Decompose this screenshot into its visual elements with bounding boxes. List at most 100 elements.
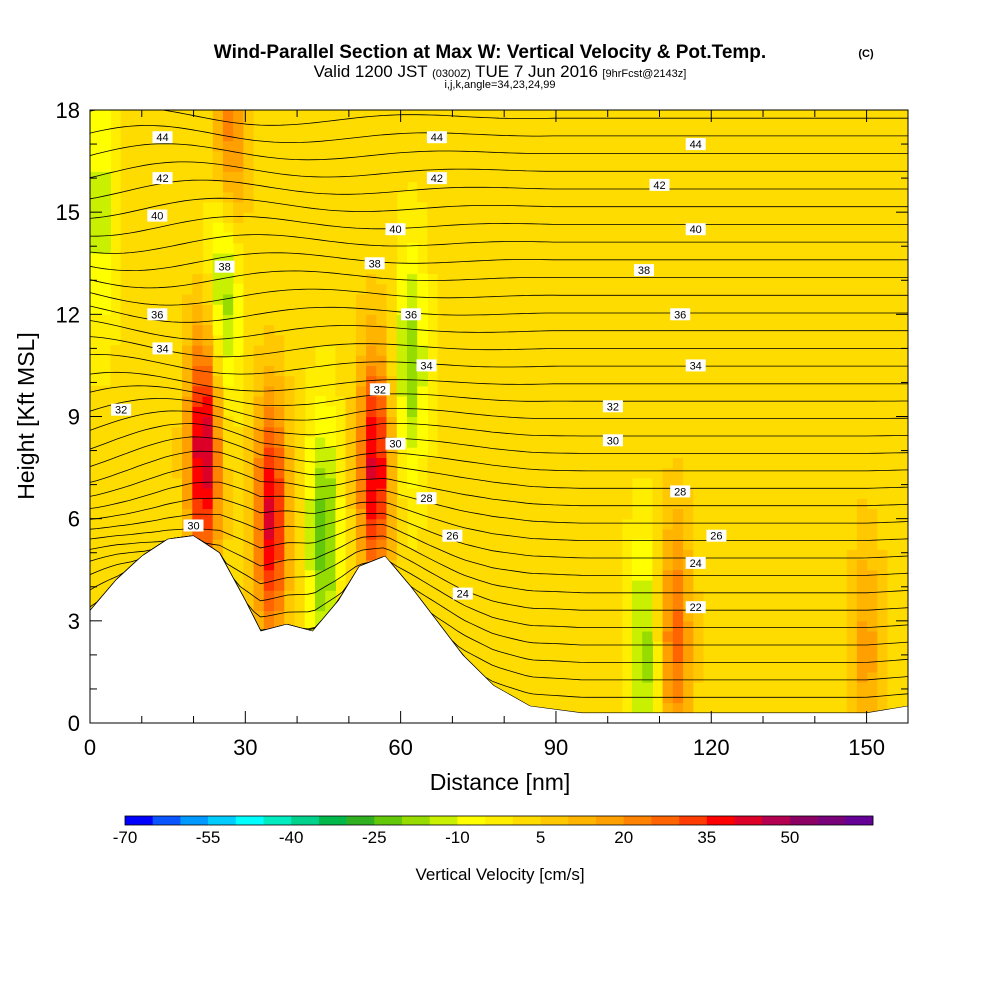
velocity-cell — [335, 375, 347, 387]
velocity-cell — [754, 324, 766, 336]
velocity-cell — [468, 171, 480, 183]
velocity-cell — [805, 365, 817, 377]
velocity-cell — [509, 161, 520, 172]
velocity-cell — [120, 212, 132, 223]
velocity-cell — [294, 385, 306, 397]
velocity-cell — [631, 651, 643, 663]
velocity-cell — [468, 620, 480, 632]
velocity-cell — [887, 457, 899, 469]
velocity-cell — [744, 580, 756, 591]
velocity-cell — [468, 641, 480, 653]
velocity-cell — [151, 457, 163, 469]
velocity-cell — [345, 467, 357, 479]
velocity-cell — [846, 273, 858, 285]
velocity-cell — [509, 467, 520, 479]
velocity-cell — [130, 242, 142, 254]
velocity-cell — [816, 518, 827, 530]
velocity-cell — [662, 426, 674, 438]
velocity-cell — [478, 232, 490, 244]
velocity-cell — [447, 161, 459, 172]
velocity-cell — [519, 283, 531, 295]
velocity-cell — [764, 508, 776, 520]
velocity-cell — [601, 477, 613, 489]
velocity-cell — [488, 477, 500, 489]
velocity-cell — [662, 620, 674, 632]
colorbar-frame — [124, 815, 874, 826]
velocity-cell — [683, 253, 694, 264]
velocity-cell — [90, 488, 101, 499]
velocity-cell — [458, 263, 469, 275]
velocity-cell — [539, 365, 551, 377]
velocity-cell — [100, 212, 111, 223]
velocity-cell — [274, 110, 285, 121]
velocity-cell — [877, 334, 889, 346]
velocity-cell — [601, 202, 613, 213]
velocity-cell — [867, 559, 878, 571]
velocity-cell — [386, 426, 398, 438]
velocity-cell — [212, 232, 224, 244]
contour-label-box — [602, 400, 623, 413]
chart-indices: i,j,k,angle=34,23,24,99 — [444, 79, 555, 91]
velocity-cell — [662, 477, 674, 489]
velocity-cell — [550, 539, 561, 550]
velocity-cell — [897, 477, 908, 489]
velocity-cell — [775, 498, 786, 509]
velocity-cell — [693, 191, 705, 203]
velocity-cell — [591, 539, 602, 550]
velocity-cell — [652, 314, 664, 326]
velocity-cell — [130, 191, 142, 203]
velocity-cell — [130, 232, 142, 244]
velocity-cell — [539, 283, 551, 295]
velocity-cell — [856, 549, 868, 561]
velocity-cell — [355, 314, 367, 326]
velocity-cell — [539, 559, 551, 571]
velocity-cell — [366, 416, 377, 428]
velocity-cell — [182, 304, 193, 315]
velocity-cell — [171, 477, 183, 489]
velocity-cell — [427, 242, 439, 254]
velocity-cell — [805, 273, 817, 285]
velocity-cell — [580, 355, 592, 366]
isentrope-line — [90, 535, 908, 611]
velocity-cell — [570, 549, 582, 561]
velocity-cell — [754, 202, 766, 213]
velocity-cell — [529, 590, 541, 601]
velocity-cell — [642, 661, 653, 673]
velocity-cell — [294, 222, 306, 234]
velocity-cell — [662, 150, 674, 162]
velocity-cell — [376, 283, 388, 295]
velocity-cell — [243, 406, 255, 418]
velocity-cell — [182, 140, 193, 152]
velocity-cell — [570, 631, 582, 642]
velocity-cell — [437, 242, 449, 254]
velocity-cell — [816, 457, 827, 469]
velocity-cell — [130, 253, 142, 264]
velocity-cell — [754, 293, 766, 305]
velocity-cell — [662, 416, 674, 428]
velocity-cell — [325, 549, 336, 561]
velocity-cell — [693, 436, 705, 448]
velocity-cell — [662, 120, 674, 131]
velocity-cell — [580, 692, 592, 704]
velocity-cell — [867, 202, 878, 213]
velocity-cell — [580, 549, 592, 561]
velocity-cell — [652, 161, 664, 172]
velocity-cell — [662, 549, 674, 561]
velocity-cell — [171, 457, 183, 469]
velocity-cell — [488, 202, 500, 213]
velocity-cell — [826, 692, 837, 704]
velocity-cell — [662, 202, 674, 213]
velocity-cell — [846, 222, 858, 234]
contour-label: 36 — [151, 309, 163, 321]
velocity-cell — [263, 324, 275, 336]
velocity-cell — [744, 365, 756, 377]
velocity-cell — [355, 559, 367, 571]
velocity-cell — [366, 283, 377, 295]
velocity-cell — [897, 293, 908, 305]
velocity-cell — [529, 600, 541, 612]
velocity-cell — [867, 661, 878, 673]
velocity-cell — [683, 263, 694, 275]
velocity-cell — [253, 242, 265, 254]
velocity-cell — [284, 171, 296, 183]
velocity-cell — [683, 682, 694, 693]
